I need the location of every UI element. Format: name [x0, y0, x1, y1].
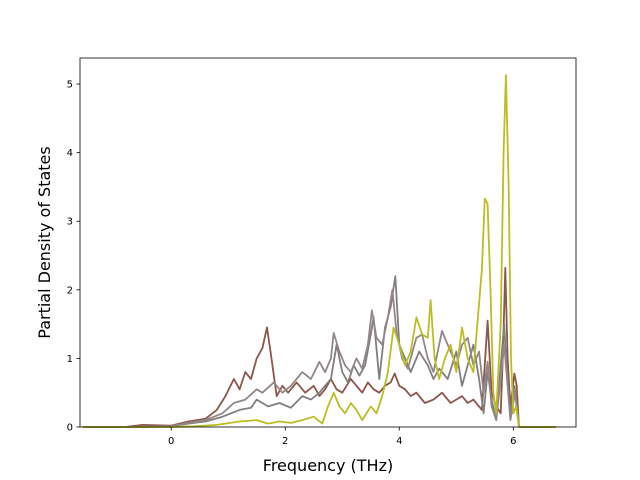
y-tick-label: 3: [67, 217, 73, 228]
x-axis-label: Frequency (THz): [263, 456, 393, 475]
x-tick-label: 4: [396, 436, 402, 447]
y-tick-label: 0: [67, 423, 73, 434]
tick-layer: 0 2 4 6 0 1 2 3 4 5: [67, 80, 517, 447]
series-line-1: [82, 266, 556, 428]
y-tick-label: 1: [67, 354, 73, 365]
y-tick-label: 2: [67, 285, 73, 296]
x-tick-label: 6: [510, 436, 516, 447]
series-line-4: [82, 74, 556, 428]
x-tick-label: 2: [282, 436, 288, 447]
x-tick-label: 0: [168, 436, 174, 447]
series-layer: [82, 74, 556, 428]
y-tick-label: 5: [67, 80, 73, 91]
plot-frame: [79, 57, 577, 428]
y-axis-label: Partial Density of States: [35, 146, 54, 338]
y-tick-label: 4: [67, 148, 73, 159]
series-line-3: [82, 288, 556, 428]
